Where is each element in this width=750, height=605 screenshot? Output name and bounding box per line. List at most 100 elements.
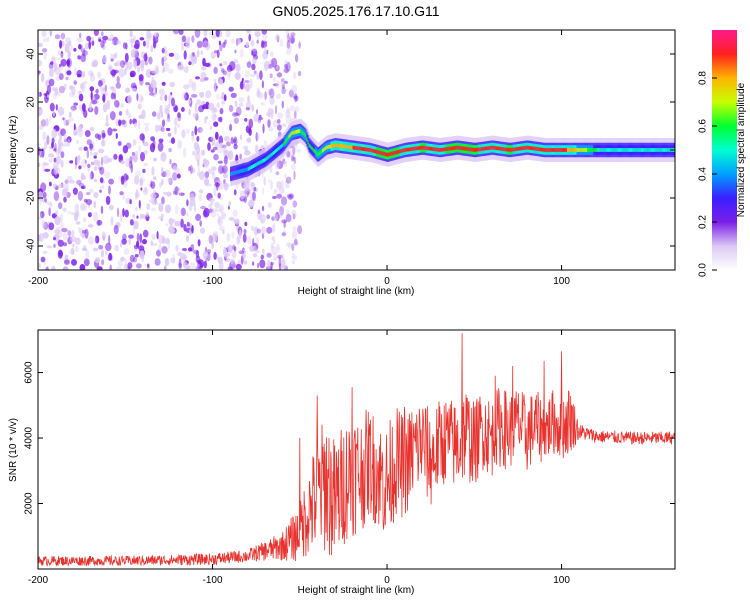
noise-speckle bbox=[154, 258, 161, 266]
noise-speckle bbox=[285, 209, 290, 216]
noise-speckle bbox=[256, 109, 258, 115]
noise-speckle bbox=[120, 160, 125, 165]
noise-speckle bbox=[46, 201, 52, 206]
snr-y-ticks: 2000 4000 6000 bbox=[24, 361, 675, 515]
noise-speckle bbox=[207, 142, 211, 151]
noise-speckle bbox=[271, 57, 278, 68]
snr-frame bbox=[37, 329, 676, 570]
noise-speckle bbox=[227, 73, 231, 80]
noise-speckle bbox=[281, 87, 286, 95]
noise-speckle bbox=[203, 178, 210, 186]
noise-speckle bbox=[49, 202, 53, 208]
noise-speckle bbox=[107, 127, 113, 136]
noise-speckle bbox=[96, 266, 103, 270]
ridge-peak bbox=[666, 148, 669, 152]
noise-speckle bbox=[285, 114, 292, 125]
noise-speckle bbox=[78, 183, 85, 188]
noise-speckle bbox=[278, 263, 282, 270]
noise-speckle bbox=[228, 104, 234, 113]
noise-speckle bbox=[82, 103, 86, 112]
noise-speckle bbox=[227, 150, 234, 161]
ridge-peak bbox=[579, 148, 582, 152]
noise-speckle bbox=[200, 66, 207, 71]
noise-speckle bbox=[256, 228, 261, 234]
ridge-peak bbox=[355, 146, 358, 150]
ridge-peak bbox=[624, 148, 627, 152]
noise-speckle bbox=[252, 57, 257, 65]
ridge-peak bbox=[520, 146, 522, 151]
ridge-peak bbox=[662, 148, 665, 152]
noise-speckle bbox=[166, 118, 171, 123]
noise-speckle bbox=[117, 176, 122, 180]
ridge-peak bbox=[544, 148, 547, 152]
noise-speckle bbox=[276, 72, 283, 78]
ridge-peak bbox=[484, 146, 487, 151]
ridge-peak bbox=[468, 147, 471, 152]
noise-speckle bbox=[38, 143, 41, 147]
noise-speckle bbox=[183, 84, 190, 90]
ridge-peak bbox=[337, 143, 340, 148]
noise-speckle bbox=[213, 78, 217, 83]
ridge-peak bbox=[478, 147, 481, 152]
noise-speckle bbox=[177, 113, 182, 122]
ridge-peak bbox=[542, 147, 544, 152]
noise-speckle bbox=[85, 250, 90, 260]
noise-speckle bbox=[162, 191, 169, 196]
noise-speckle bbox=[78, 93, 84, 102]
noise-speckle bbox=[161, 246, 168, 254]
noise-speckle bbox=[60, 141, 64, 149]
noise-speckle bbox=[129, 118, 132, 125]
noise-speckle bbox=[99, 189, 102, 193]
noise-speckle bbox=[150, 181, 156, 190]
noise-speckle bbox=[256, 249, 260, 254]
noise-speckle bbox=[165, 127, 171, 132]
ridge-peak bbox=[424, 146, 427, 150]
noise-speckle bbox=[287, 194, 293, 201]
noise-speckle bbox=[133, 44, 140, 49]
noise-speckle bbox=[244, 83, 251, 92]
ridge-peak bbox=[535, 146, 538, 151]
noise-speckle bbox=[91, 99, 98, 105]
noise-speckle bbox=[38, 70, 41, 74]
noise-speckle bbox=[40, 119, 47, 127]
noise-speckle bbox=[172, 165, 178, 172]
noise-speckle bbox=[110, 58, 114, 62]
noise-speckle bbox=[263, 60, 270, 70]
noise-speckle bbox=[109, 34, 115, 39]
noise-speckle bbox=[121, 238, 127, 245]
noise-speckle bbox=[57, 106, 65, 116]
ridge-peak bbox=[573, 148, 576, 152]
noise-speckle bbox=[191, 132, 194, 142]
noise-speckle bbox=[280, 196, 288, 206]
noise-speckle bbox=[291, 255, 298, 261]
noise-speckle bbox=[65, 76, 69, 81]
noise-speckle bbox=[53, 243, 56, 248]
noise-speckle bbox=[269, 73, 273, 79]
noise-speckle bbox=[224, 39, 227, 45]
noise-speckle bbox=[97, 219, 101, 226]
noise-speckle bbox=[192, 113, 196, 118]
noise-speckle bbox=[174, 187, 181, 192]
noise-speckle bbox=[278, 256, 282, 267]
noise-speckle bbox=[281, 83, 285, 89]
noise-speckle bbox=[202, 57, 206, 67]
noise-speckle bbox=[276, 180, 282, 188]
noise-speckle bbox=[88, 40, 91, 50]
ridge-peak bbox=[506, 147, 509, 152]
noise-speckle bbox=[78, 125, 83, 133]
noise-speckle bbox=[193, 249, 199, 255]
noise-speckle bbox=[202, 103, 209, 110]
noise-speckle bbox=[40, 182, 47, 192]
noise-speckle bbox=[283, 220, 286, 229]
noise-speckle bbox=[194, 125, 198, 136]
noise-speckle bbox=[276, 119, 281, 124]
ridge-peak bbox=[276, 148, 278, 153]
ridge-peak bbox=[476, 147, 478, 152]
noise-speckle bbox=[226, 233, 231, 242]
y-tick-label: 0 bbox=[26, 147, 37, 153]
noise-speckle bbox=[202, 158, 207, 165]
noise-speckle bbox=[239, 229, 242, 239]
noise-speckle bbox=[80, 203, 85, 211]
noise-speckle bbox=[203, 30, 208, 37]
noise-speckle bbox=[217, 216, 222, 224]
